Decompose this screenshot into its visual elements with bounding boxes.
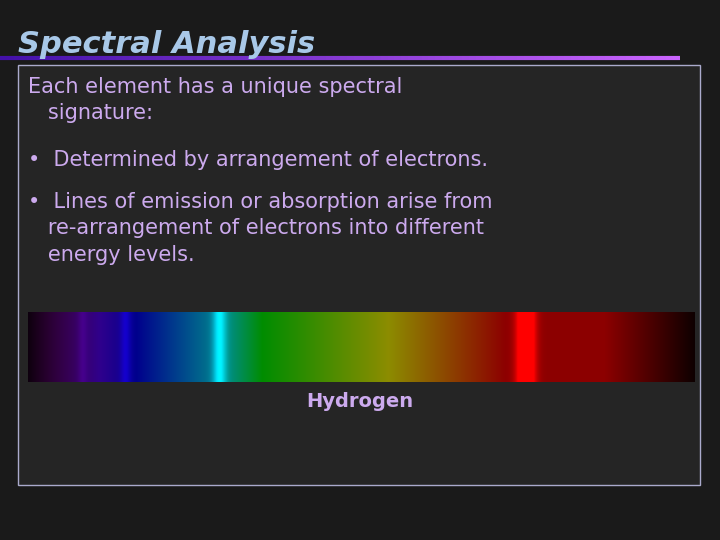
Text: Spectral Analysis: Spectral Analysis: [18, 30, 315, 59]
FancyBboxPatch shape: [18, 65, 700, 485]
Text: Hydrogen: Hydrogen: [307, 392, 413, 411]
Text: •  Determined by arrangement of electrons.: • Determined by arrangement of electrons…: [28, 150, 488, 170]
Text: Each element has a unique spectral
   signature:: Each element has a unique spectral signa…: [28, 77, 402, 124]
Text: •  Lines of emission or absorption arise from
   re-arrangement of electrons int: • Lines of emission or absorption arise …: [28, 192, 492, 265]
